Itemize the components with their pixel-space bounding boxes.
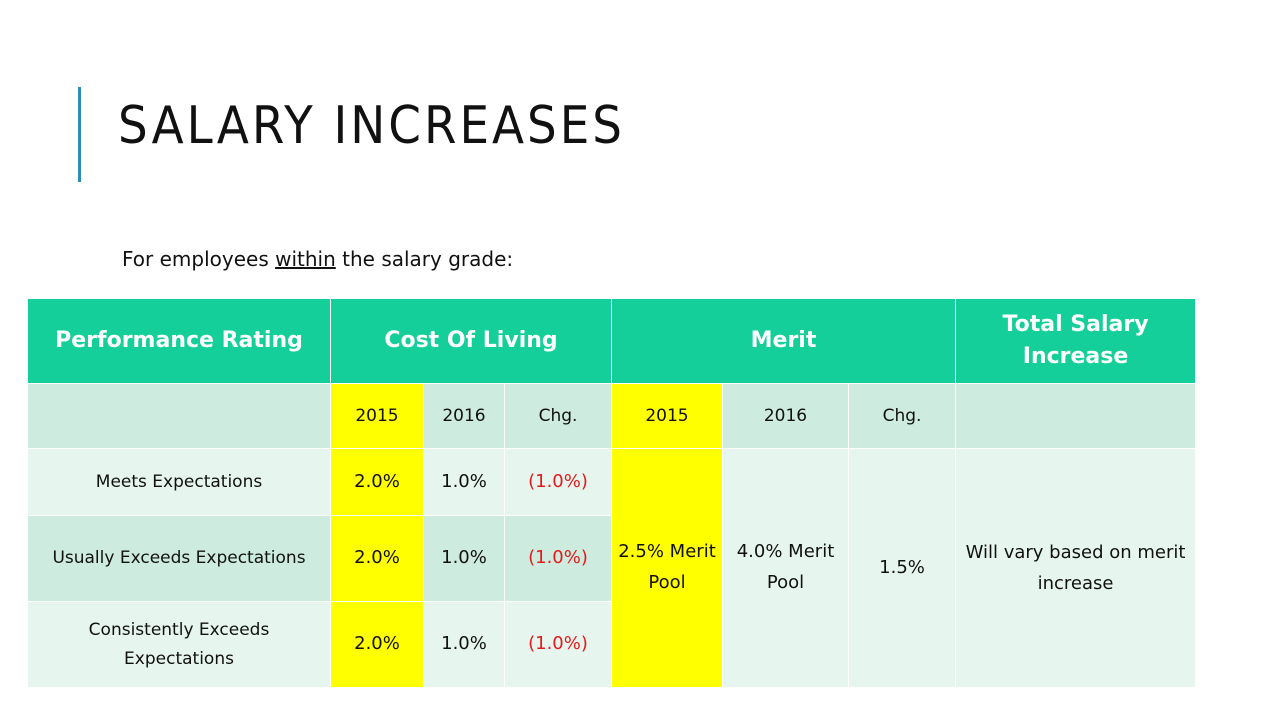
subheader-col-2015: 2015	[330, 383, 424, 449]
row-col-chg: (1.0%)	[504, 448, 612, 516]
caption-suffix: the salary grade:	[335, 247, 514, 271]
merit-pool-2016: 4.0% Merit Pool	[722, 448, 849, 688]
table-row: Usually Exceeds Expectations 2.0% 1.0% (…	[27, 515, 1196, 602]
subheader-col-2016: 2016	[423, 383, 505, 449]
subheader-col-chg: Chg.	[504, 383, 612, 449]
salary-increase-table: Performance Rating Cost Of Living Merit …	[27, 298, 1197, 688]
header-performance-rating: Performance Rating	[27, 298, 331, 384]
subheader-total-empty	[955, 383, 1197, 449]
caption-prefix: For employees	[122, 247, 276, 271]
row-rating: Meets Expectations	[27, 448, 331, 516]
header-row: Performance Rating Cost Of Living Merit …	[27, 298, 1197, 384]
row-col-chg: (1.0%)	[504, 515, 612, 602]
row-rating: Consistently Exceeds Expectations	[27, 601, 331, 688]
row-col-2016: 1.0%	[423, 601, 505, 688]
subheader-row: 2015 2016 Chg. 2015 2016 Chg.	[27, 383, 1197, 449]
row-col-2015: 2.0%	[330, 601, 424, 688]
subheader-merit-2016: 2016	[722, 383, 849, 449]
total-salary-increase: Will vary based on merit increase	[955, 448, 1197, 688]
header-merit: Merit	[610, 298, 957, 384]
table-caption: For employees within the salary grade:	[122, 247, 513, 271]
table-row: Consistently Exceeds Expectations 2.0% 1…	[27, 601, 1196, 688]
row-col-2016: 1.0%	[423, 515, 505, 602]
table-row: Meets Expectations 2.0% 1.0% (1.0%) 2.5%…	[27, 448, 1197, 688]
page-title: SALARY INCREASES	[118, 96, 625, 156]
title-accent-bar	[78, 87, 81, 182]
subheader-merit-chg: Chg.	[847, 383, 957, 449]
row-col-2016: 1.0%	[423, 448, 505, 516]
header-total-salary-increase: Total Salary Increase	[955, 298, 1197, 384]
row-col-2015: 2.0%	[330, 448, 424, 516]
row-rating: Usually Exceeds Expectations	[27, 515, 331, 602]
merit-pool-2015: 2.5% Merit Pool	[611, 448, 723, 688]
header-cost-of-living: Cost Of Living	[330, 298, 612, 384]
row-col-2015: 2.0%	[330, 515, 424, 602]
merit-chg: 1.5%	[847, 448, 957, 688]
caption-emphasis: within	[275, 247, 336, 271]
subheader-merit-2015: 2015	[611, 383, 723, 449]
subheader-empty	[27, 383, 331, 449]
row-col-chg: (1.0%)	[504, 601, 612, 688]
